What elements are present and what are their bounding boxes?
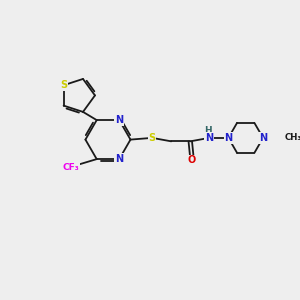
Text: N: N bbox=[205, 133, 213, 143]
Text: CH₃: CH₃ bbox=[285, 134, 300, 142]
Text: N: N bbox=[115, 154, 123, 164]
Text: S: S bbox=[148, 133, 156, 143]
Text: N: N bbox=[224, 133, 232, 143]
Text: CF₃: CF₃ bbox=[62, 163, 79, 172]
Text: N: N bbox=[115, 115, 123, 125]
Text: N: N bbox=[259, 133, 267, 143]
Text: H: H bbox=[204, 126, 212, 135]
Text: O: O bbox=[188, 155, 196, 165]
Text: S: S bbox=[60, 80, 67, 90]
